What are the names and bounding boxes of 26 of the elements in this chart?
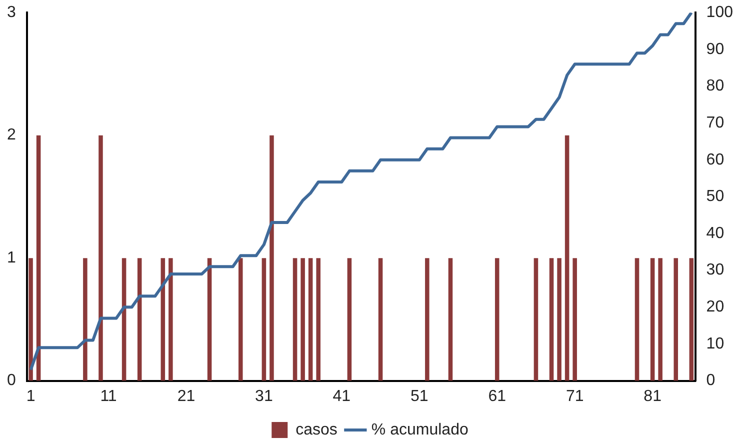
x-tick-label: 21	[177, 388, 196, 405]
y2-tick-label: 40	[706, 224, 724, 242]
y2-tick-label: 90	[706, 40, 724, 58]
x-tick-label: 71	[566, 388, 584, 405]
y2-tick-label: 20	[706, 298, 724, 316]
y-tick-label: 1	[6, 249, 16, 266]
y2-tick-label: 60	[706, 151, 724, 168]
x-tick-label: 61	[488, 388, 506, 405]
y2-tick-label: 100	[706, 4, 734, 22]
y2-tick-label: 80	[706, 78, 724, 95]
x-tick-label: 11	[100, 388, 117, 405]
x-tick-label: 1	[26, 388, 36, 405]
x-tick-label: 51	[410, 388, 428, 405]
x-tick-label: 41	[332, 388, 351, 405]
y-tick-label: 0	[6, 372, 16, 390]
y2-tick-label: 30	[706, 262, 724, 279]
legend-label: casos	[296, 421, 338, 438]
y2-tick-label: 10	[706, 335, 724, 352]
x-tick-label: 81	[644, 388, 662, 405]
y2-tick-label: 70	[706, 114, 724, 132]
legend-label: % acumulado	[371, 421, 468, 438]
y-tick-label: 3	[6, 4, 16, 22]
x-tick-label: 31	[255, 388, 273, 405]
y2-tick-label: 0	[706, 372, 716, 390]
y2-tick-label: 50	[706, 188, 724, 206]
y-tick-label: 2	[6, 126, 16, 144]
